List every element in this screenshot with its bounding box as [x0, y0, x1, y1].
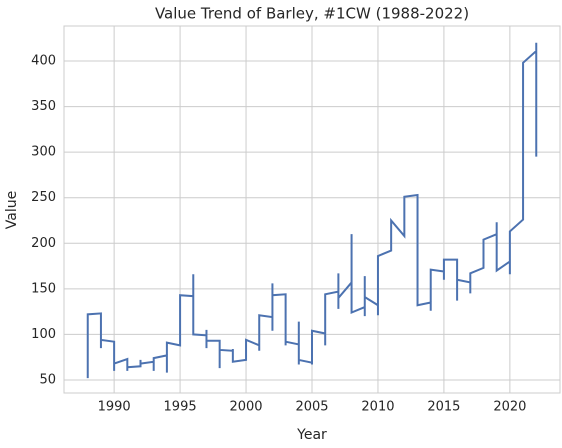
x-tick-label: 2010 [361, 400, 394, 415]
y-tick-label: 400 [31, 53, 56, 68]
x-tick-label: 2015 [427, 400, 460, 415]
y-tick-label: 150 [31, 281, 56, 296]
x-tick-label: 2000 [229, 400, 262, 415]
x-tick-label: 2005 [295, 400, 328, 415]
y-tick-label: 50 [39, 372, 56, 387]
x-tick-label: 1990 [98, 400, 131, 415]
plot-frame [63, 25, 561, 394]
y-tick-label: 300 [31, 145, 56, 160]
line [86, 42, 538, 379]
x-tick-label: 2020 [493, 400, 526, 415]
y-axis-label: Value [4, 191, 20, 229]
x-axis-label: Year [296, 427, 327, 443]
y-tick-label: 250 [31, 190, 56, 205]
y-tick-label: 100 [31, 327, 56, 342]
y-tick-label: 200 [31, 236, 56, 251]
x-tick-label: 1995 [164, 400, 197, 415]
y-tick-label: 350 [31, 99, 56, 114]
chart-title: Value Trend of Barley, #1CW (1988-2022) [155, 5, 469, 23]
